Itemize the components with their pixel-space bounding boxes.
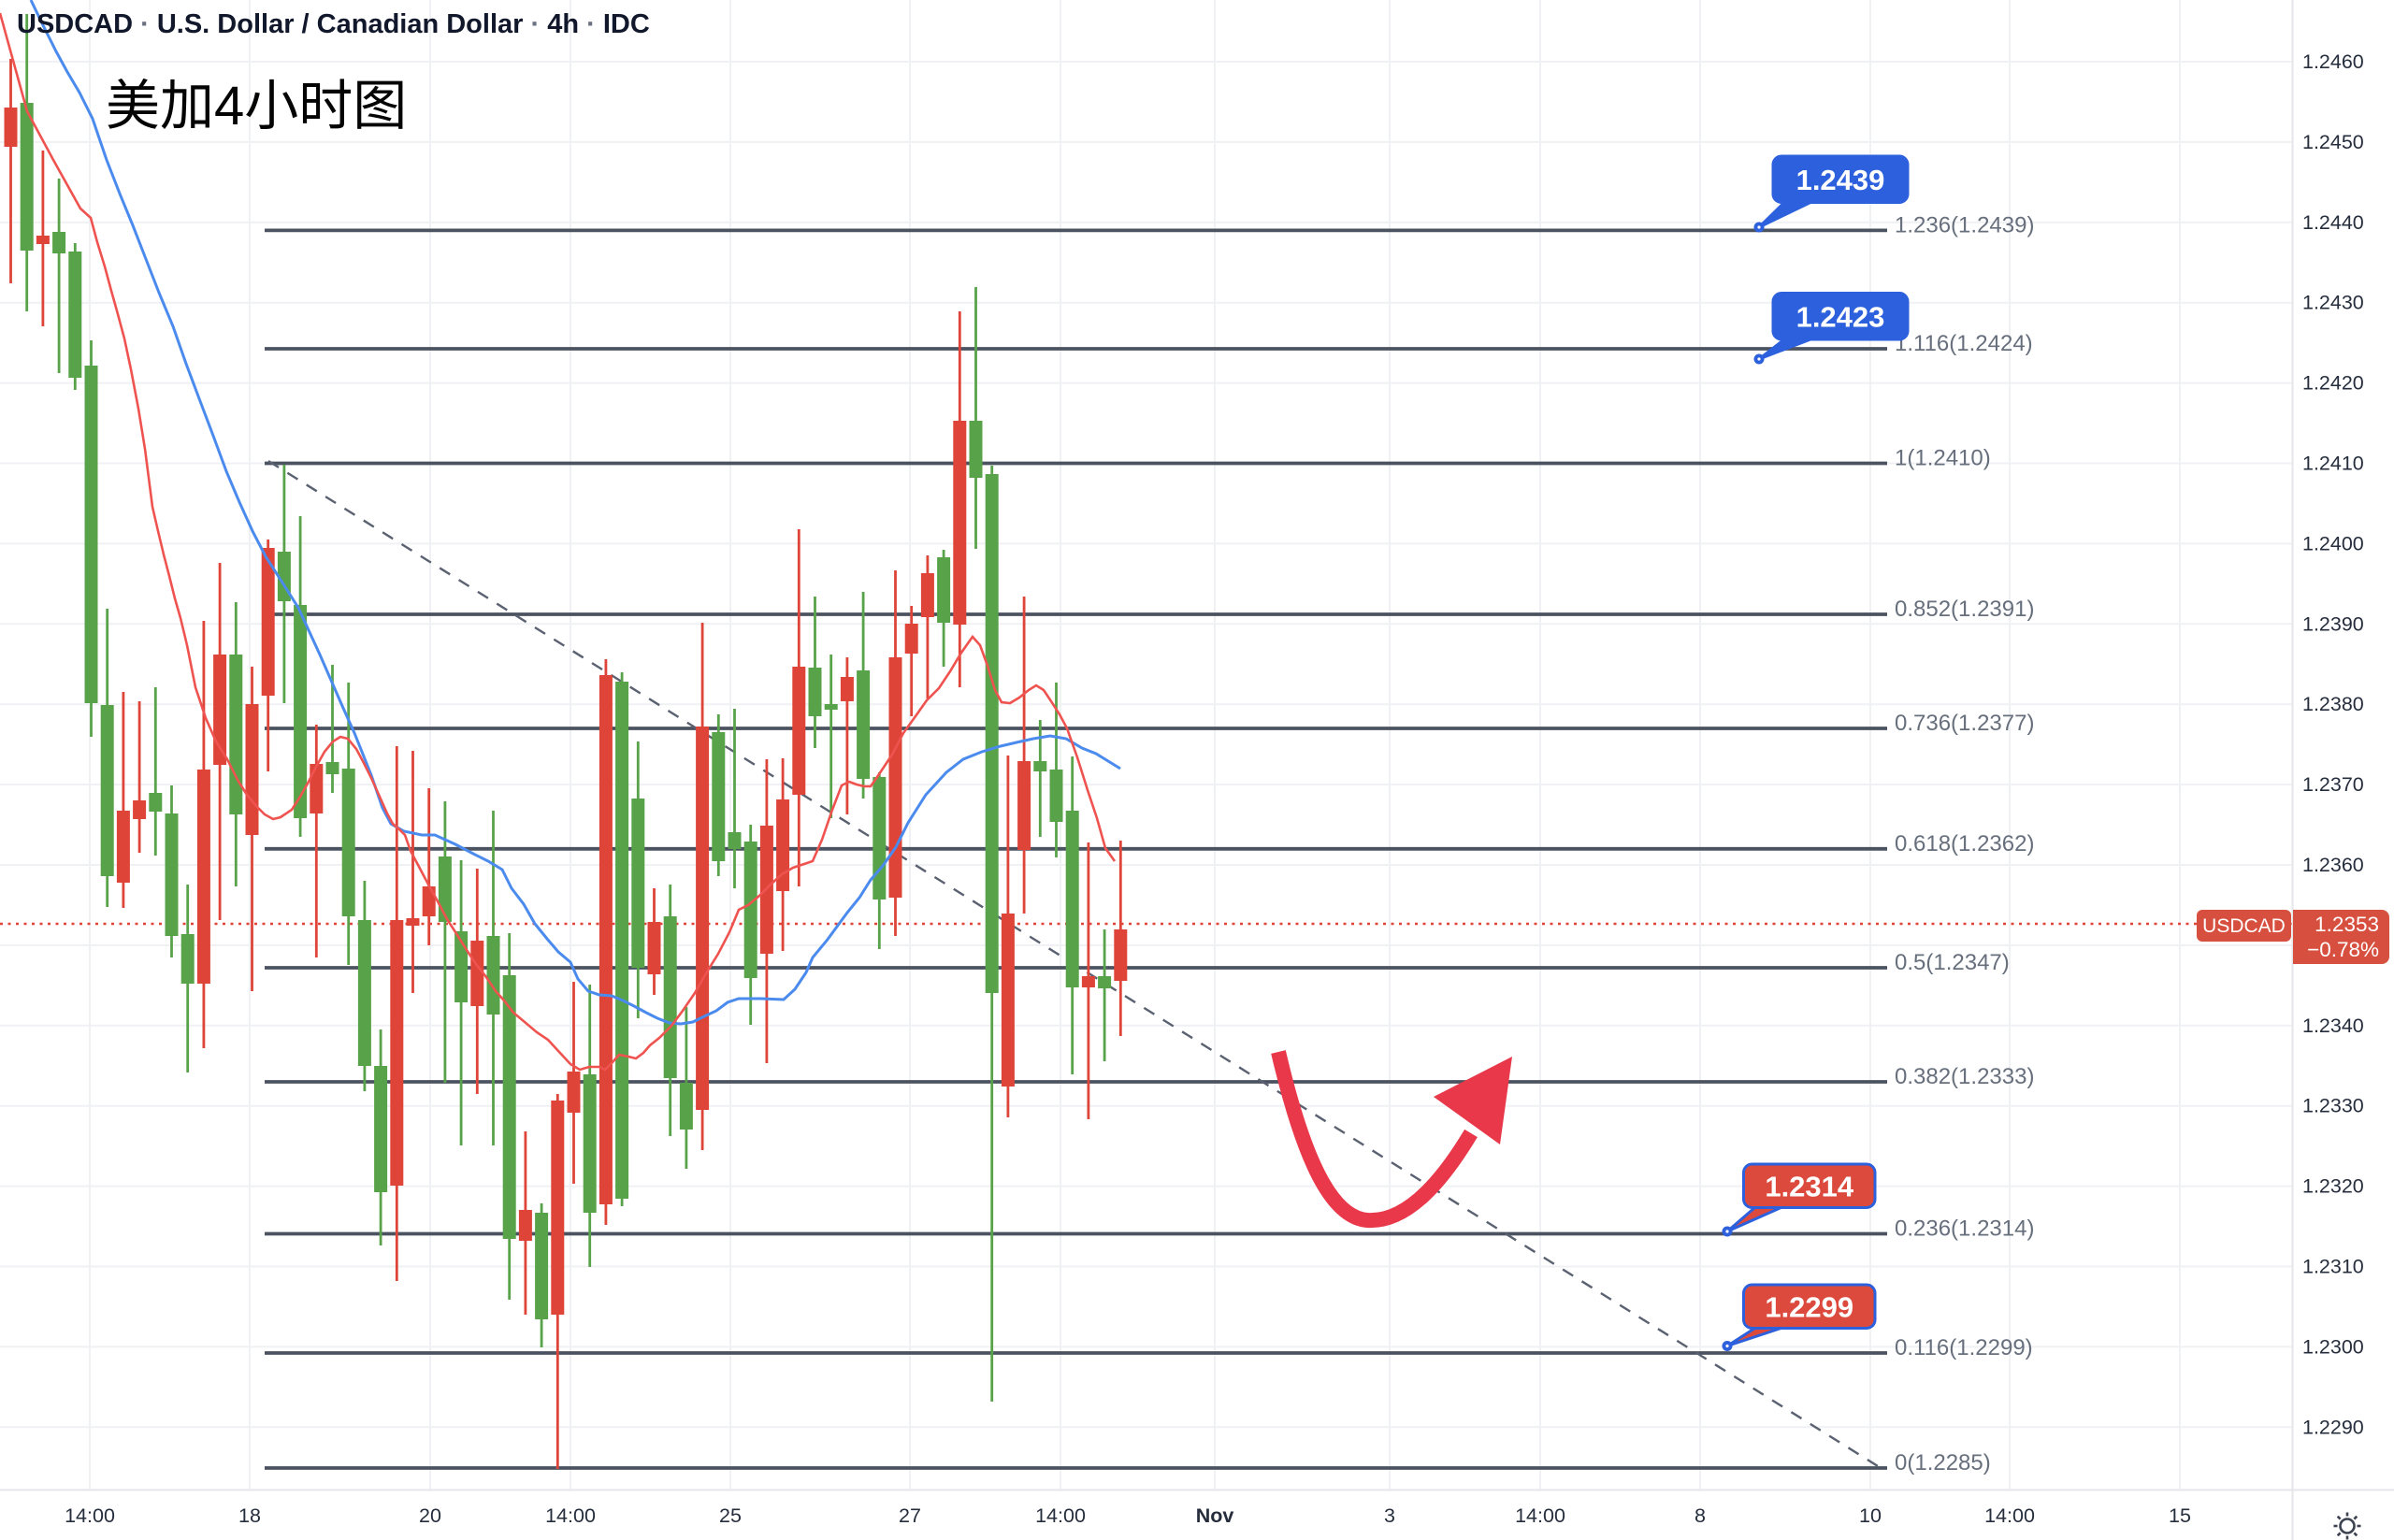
- svg-text:25: 25: [719, 1504, 742, 1527]
- svg-text:0.382(1.2333): 0.382(1.2333): [1895, 1064, 2034, 1089]
- svg-text:0.5(1.2347): 0.5(1.2347): [1895, 950, 2010, 975]
- svg-text:1.2423: 1.2423: [1796, 300, 1885, 333]
- svg-text:27: 27: [899, 1504, 921, 1527]
- svg-text:1.2439: 1.2439: [1796, 164, 1885, 196]
- svg-text:14:00: 14:00: [1984, 1504, 2035, 1527]
- svg-text:1.2420: 1.2420: [2302, 372, 2364, 395]
- svg-text:1.2460: 1.2460: [2302, 50, 2364, 73]
- svg-text:0.618(1.2362): 0.618(1.2362): [1895, 831, 2034, 856]
- svg-text:0(1.2285): 0(1.2285): [1895, 1450, 1991, 1475]
- svg-text:−0.78%: −0.78%: [2307, 938, 2379, 961]
- svg-text:1.2340: 1.2340: [2302, 1015, 2364, 1037]
- svg-text:USDCAD · U.S. Dollar / Canadia: USDCAD · U.S. Dollar / Canadian Dollar ·…: [17, 9, 650, 39]
- svg-text:1.236(1.2439): 1.236(1.2439): [1895, 212, 2034, 237]
- svg-text:1.2310: 1.2310: [2302, 1256, 2364, 1278]
- svg-text:15: 15: [2169, 1504, 2191, 1527]
- svg-text:美加4小时图: 美加4小时图: [106, 76, 407, 137]
- svg-text:1.2410: 1.2410: [2302, 453, 2364, 475]
- svg-text:3: 3: [1384, 1504, 1395, 1527]
- svg-text:1(1.2410): 1(1.2410): [1895, 446, 1991, 471]
- svg-text:14:00: 14:00: [1515, 1504, 1565, 1527]
- svg-text:1.2390: 1.2390: [2302, 612, 2364, 635]
- svg-text:USDCAD: USDCAD: [2202, 915, 2286, 937]
- svg-text:1.2370: 1.2370: [2302, 773, 2364, 796]
- svg-text:1.2430: 1.2430: [2302, 292, 2364, 314]
- svg-text:1.2353: 1.2353: [2315, 913, 2379, 936]
- svg-text:14:00: 14:00: [65, 1504, 115, 1527]
- svg-text:0.236(1.2314): 0.236(1.2314): [1895, 1216, 2034, 1242]
- svg-text:8: 8: [1695, 1504, 1706, 1527]
- svg-text:1.2314: 1.2314: [1765, 1170, 1854, 1202]
- svg-text:1.2380: 1.2380: [2302, 693, 2364, 715]
- svg-text:10: 10: [1859, 1504, 1882, 1527]
- svg-text:18: 18: [238, 1504, 261, 1527]
- svg-text:1.2360: 1.2360: [2302, 854, 2364, 876]
- svg-text:1.116(1.2424): 1.116(1.2424): [1895, 331, 2033, 356]
- svg-text:1.2440: 1.2440: [2302, 211, 2364, 234]
- svg-text:Nov: Nov: [1196, 1504, 1234, 1527]
- svg-text:1.2299: 1.2299: [1765, 1290, 1853, 1323]
- svg-text:0.852(1.2391): 0.852(1.2391): [1895, 597, 2034, 622]
- svg-text:1.2300: 1.2300: [2302, 1335, 2364, 1358]
- svg-text:14:00: 14:00: [545, 1504, 596, 1527]
- svg-text:0.116(1.2299): 0.116(1.2299): [1895, 1335, 2033, 1360]
- svg-text:1.2450: 1.2450: [2302, 131, 2364, 153]
- svg-text:1.2320: 1.2320: [2302, 1175, 2364, 1198]
- svg-text:0.736(1.2377): 0.736(1.2377): [1895, 711, 2034, 736]
- svg-text:20: 20: [419, 1504, 441, 1527]
- svg-text:1.2330: 1.2330: [2302, 1095, 2364, 1117]
- svg-text:14:00: 14:00: [1035, 1504, 1086, 1527]
- svg-text:1.2400: 1.2400: [2302, 532, 2364, 554]
- svg-text:1.2290: 1.2290: [2302, 1416, 2364, 1438]
